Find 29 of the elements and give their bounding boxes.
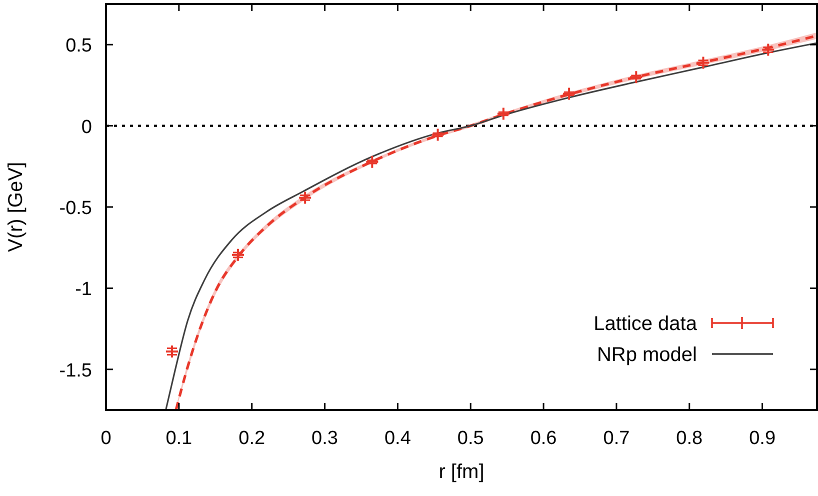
legend-label: Lattice data — [594, 313, 698, 335]
x-tick-label: 0.5 — [457, 428, 484, 449]
x-tick-label: 0.3 — [312, 428, 338, 449]
y-tick-label: -1 — [75, 279, 92, 300]
point — [430, 128, 445, 142]
point — [164, 344, 179, 359]
x-tick-label: 0.6 — [530, 428, 557, 449]
point — [365, 154, 380, 169]
point — [629, 70, 644, 84]
y-tick-label: 0.5 — [66, 36, 92, 57]
x-axis-title: r [fm] — [438, 461, 484, 483]
point — [230, 248, 245, 262]
x-tick-label: 0.9 — [749, 428, 776, 449]
x-tick-label: 0.7 — [603, 428, 630, 449]
x-tick-label: 0.2 — [238, 428, 266, 449]
legend-label: NRp model — [596, 344, 697, 366]
y-tick-label: 0 — [81, 116, 92, 138]
y-tick-label: -1.5 — [59, 360, 92, 382]
x-tick-label: 0.8 — [676, 428, 703, 449]
y-tick-label: -0.5 — [59, 198, 92, 219]
x-tick-label: 0.1 — [166, 428, 192, 449]
point — [696, 56, 710, 70]
x-tick-label: 0.4 — [384, 428, 412, 449]
x-tick-label: 0 — [100, 428, 112, 449]
point — [761, 42, 776, 57]
point — [562, 86, 576, 101]
point — [298, 190, 312, 205]
point — [496, 106, 510, 121]
y-axis-title: V(r) [GeV] — [5, 162, 27, 252]
